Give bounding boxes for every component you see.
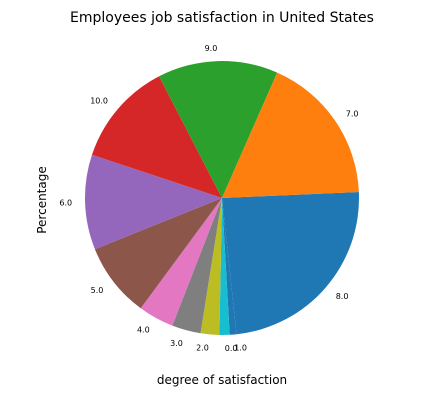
pie-slice-1-0	[222, 198, 237, 335]
pie-slice-6-0	[84, 154, 222, 250]
pie-slices	[84, 60, 360, 335]
pie-slice-labels: 8.0 1.00.0 2.0 3.0 4.0 5.0 6.0 10.0 9.0 7.0	[59, 44, 358, 353]
pie-slice-4-0	[140, 198, 222, 326]
pie-label-9-0: 9.0	[205, 44, 218, 53]
pie-slice-7-0	[222, 72, 359, 198]
pie-slice-3-0	[172, 198, 222, 334]
pie-slice-10-0	[91, 76, 223, 198]
pie-slice-9-0	[159, 60, 278, 199]
pie-label-6-0: 6.0	[59, 199, 72, 208]
chart-title: Employees job satisfaction in United Sta…	[70, 10, 374, 26]
pie-slice-5-0	[94, 198, 222, 309]
pie-label-4-0: 4.0	[137, 325, 150, 334]
pie-label-10-0: 10.0	[90, 97, 108, 106]
pie-label-3-0: 3.0	[170, 339, 183, 348]
pie-slice-0-0	[219, 198, 230, 335]
pie-label-1-0: 1.0	[234, 344, 247, 353]
pie-label-8-0: 8.0	[336, 292, 349, 301]
y-axis-label: Percentage	[35, 166, 49, 234]
pie-label-0-0: 0.0	[225, 344, 238, 353]
x-axis-label: degree of satisfaction	[157, 373, 287, 387]
pie-slice-8-0	[222, 192, 360, 335]
pie-label-2-0: 2.0	[196, 343, 209, 352]
pie-slice-2-0	[200, 198, 222, 335]
pie-label-5-0: 5.0	[91, 286, 104, 295]
pie-label-7-0: 7.0	[346, 109, 359, 118]
